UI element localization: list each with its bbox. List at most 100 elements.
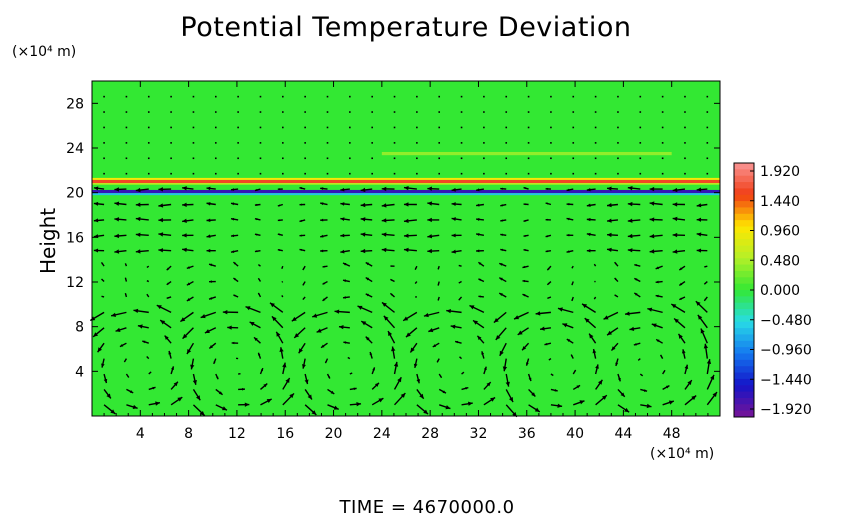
vector-dot [617,172,619,175]
vector-head [249,321,255,326]
vector-head [320,202,324,206]
vector-head [231,341,235,345]
vector-head [381,232,387,237]
vector-dot [103,95,105,98]
vector-head [427,217,432,223]
vector-dot [594,95,597,98]
vector-head [586,187,591,192]
vector-head [403,233,409,238]
colorbar-swatch [734,277,754,285]
vector-head [522,346,527,351]
vector-head [299,248,303,252]
vector-dot [259,111,262,113]
vector-head [505,381,510,387]
vector-dot [103,172,105,175]
vector-head [595,364,599,369]
vector-head [638,359,640,361]
vector-dot [282,95,284,98]
vector-head [634,264,638,267]
vector-dot [259,95,262,98]
vector-dot [706,157,709,160]
vector-head [258,352,261,356]
vector-head [365,293,369,297]
vector-head [703,343,709,349]
vector-dot [371,111,373,113]
vector-dot [550,142,552,144]
vector-head [403,247,409,253]
vector-head [186,266,190,269]
vector-head [423,409,429,415]
vector-head [672,216,678,222]
vector-head [135,232,141,237]
vector-head [299,234,302,237]
vector-dot [527,126,530,129]
vector-head [704,298,707,301]
vector-head [502,366,508,372]
vector-head [266,398,272,403]
vector-head [158,248,164,253]
vector-dot [304,157,306,160]
vector-head [598,379,603,385]
colorbar-swatch [734,239,754,247]
vector-dot [416,142,418,144]
vector-head [547,267,550,271]
vector-head [678,333,683,339]
vector-dot [125,111,128,113]
vector-head [499,350,504,356]
vector-dot [661,157,664,160]
colorbar-swatch [734,194,754,202]
vector-head [627,218,633,223]
vector-head [696,203,702,208]
vector-head [281,295,283,297]
vector-dot [505,142,508,144]
vector-dot [349,172,351,175]
vector-head [146,356,148,358]
vector-head [356,402,362,407]
vector-head [663,370,666,373]
vector-head [93,332,99,337]
vector-head [137,324,143,329]
vector-head [302,267,305,271]
vector-head [277,204,281,207]
vector-head [481,351,485,355]
vector-head [177,397,183,402]
vector-head [649,186,655,192]
vector-head [615,362,619,366]
vector-dot [684,172,686,175]
vector-head [381,186,387,192]
vector-head [607,186,612,191]
colorbar-swatch [734,226,754,234]
vector-dot [527,142,530,144]
vector-head [236,358,237,359]
vector-head [607,218,612,223]
colorbar-swatch [734,321,754,329]
vector-dot [192,126,195,129]
vector-head [499,277,503,281]
vector-dot [282,111,284,113]
colorbar-swatch [734,251,754,259]
vector-head [298,348,303,354]
vector-head [589,333,594,339]
vector-head [656,339,660,343]
vector-head [218,391,223,395]
x-tick-label: 24 [373,426,391,442]
vector-head [182,247,187,253]
vector-dot [438,157,441,160]
vector-head [486,382,491,387]
vector-head [277,188,280,191]
vector-head [403,202,409,207]
vector-head [566,250,570,253]
vector-head [665,385,670,389]
anomaly-band-halo [92,183,720,185]
vector-head [620,392,625,397]
vector-dot [639,126,642,129]
vector-head [476,203,480,207]
vector-head [360,187,366,193]
vector-head [200,314,206,319]
vector-dot [505,172,508,175]
vector-head [320,249,324,253]
vector-head [641,374,643,376]
vector-head [209,345,213,349]
vector-head [281,267,283,269]
vector-dot [237,172,239,175]
